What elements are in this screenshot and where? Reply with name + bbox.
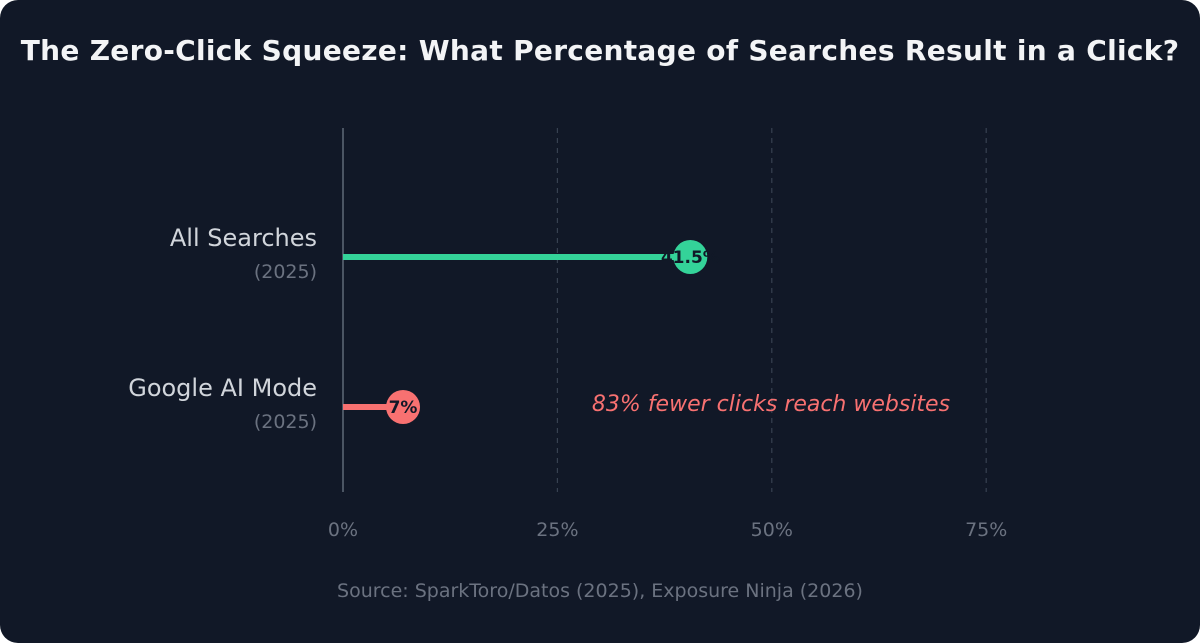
data-label: 7% xyxy=(389,398,418,418)
x-tick-label: 50% xyxy=(751,519,793,541)
data-label: 41.5% xyxy=(661,248,720,268)
category-layer: All Searches (2025) Google AI Mode (2025) xyxy=(128,224,317,433)
mark-layer: 41.5% 7% xyxy=(343,240,720,424)
lollipop-dot xyxy=(673,240,708,274)
x-tick-label: 0% xyxy=(328,519,358,541)
lollipop-dot xyxy=(386,390,421,424)
tick-layer: 0% 25% 50% 75% xyxy=(328,519,1007,541)
x-tick-label: 75% xyxy=(965,519,1007,541)
chart-title: The Zero-Click Squeeze: What Percentage … xyxy=(20,34,1180,67)
x-tick-label: 25% xyxy=(536,519,578,541)
category-label: Google AI Mode xyxy=(128,374,317,402)
category-sublabel: (2025) xyxy=(254,261,317,283)
annotation-text: 83% fewer clicks reach websites xyxy=(592,392,950,417)
category-sublabel: (2025) xyxy=(254,411,317,433)
source-note: Source: SparkToro/Datos (2025), Exposure… xyxy=(337,580,863,602)
category-label: All Searches xyxy=(170,224,317,252)
grid-layer xyxy=(556,128,987,492)
